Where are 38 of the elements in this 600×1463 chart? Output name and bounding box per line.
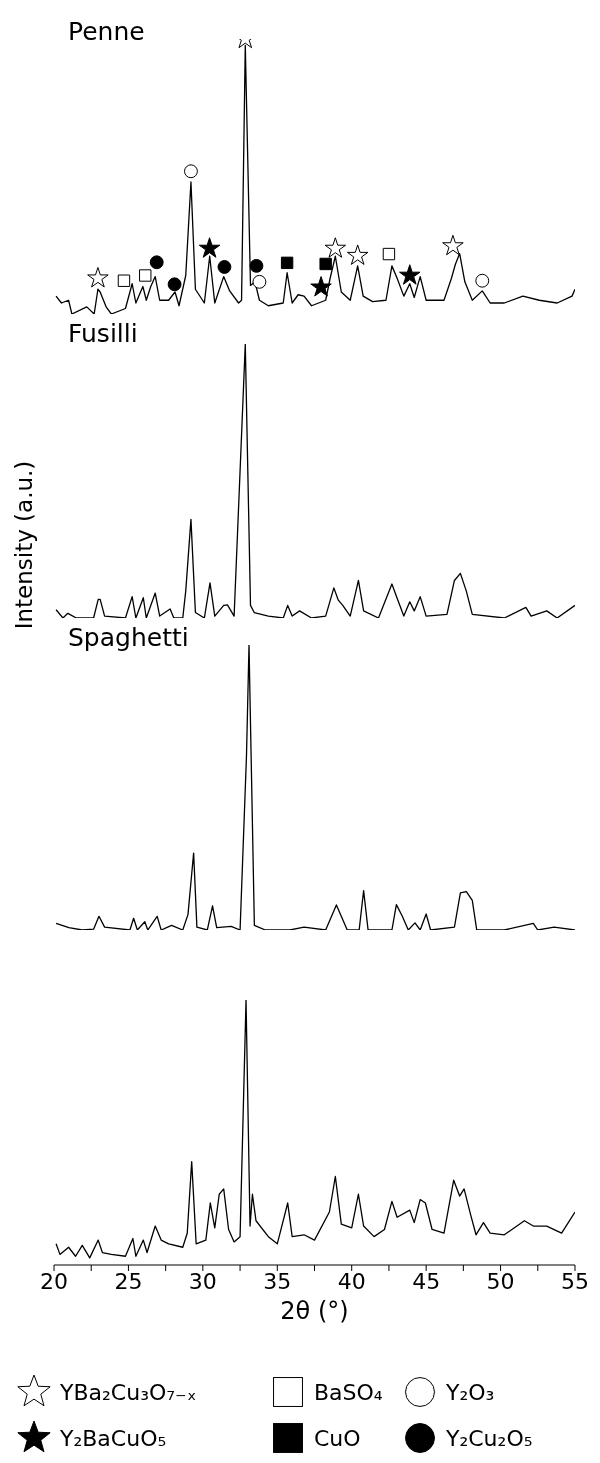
- x-tick-label: 20: [40, 1268, 68, 1294]
- point: [217, 260, 232, 274]
- y-axis-title: Intensity (a.u.): [11, 460, 37, 630]
- point: [117, 274, 131, 287]
- point: [167, 277, 182, 292]
- legend-label: CuO: [314, 1425, 361, 1451]
- point: [324, 237, 347, 258]
- legend-label: Y₂BaCuO₅: [60, 1425, 167, 1451]
- point: [310, 276, 332, 297]
- chart-title: Penne: [68, 17, 145, 46]
- x-axis-title: 2θ (°): [279, 1297, 350, 1325]
- point: [149, 255, 164, 270]
- point: [319, 257, 332, 271]
- x-tick-label: 40: [337, 1268, 366, 1294]
- point: [346, 244, 369, 265]
- point: [198, 237, 221, 258]
- point: [252, 274, 267, 289]
- point: [442, 234, 464, 256]
- x-tick-label: 55: [561, 1268, 589, 1294]
- x-tick-label: 25: [114, 1268, 143, 1294]
- x-tick-label: 30: [188, 1268, 217, 1294]
- point: [399, 264, 421, 285]
- chart-title: Spaghetti: [68, 623, 189, 652]
- point: [475, 273, 490, 288]
- point: [382, 247, 396, 261]
- legend-label: BaSO₄: [314, 1379, 383, 1405]
- point: [184, 164, 198, 179]
- x-tick-label: 45: [412, 1268, 441, 1294]
- point: [249, 258, 264, 273]
- point: [87, 266, 109, 288]
- point: [139, 269, 152, 282]
- chart-title: Fusilli: [68, 319, 138, 348]
- legend-label: Y₂Cu₂O₅: [446, 1425, 533, 1451]
- x-tick-label: 35: [263, 1268, 292, 1294]
- legend-label: Y₂O₃: [446, 1379, 495, 1405]
- legend-label: YBa₂Cu₃O₇₋ₓ: [60, 1379, 197, 1405]
- point: [280, 256, 294, 270]
- x-tick-label: 50: [486, 1268, 515, 1294]
